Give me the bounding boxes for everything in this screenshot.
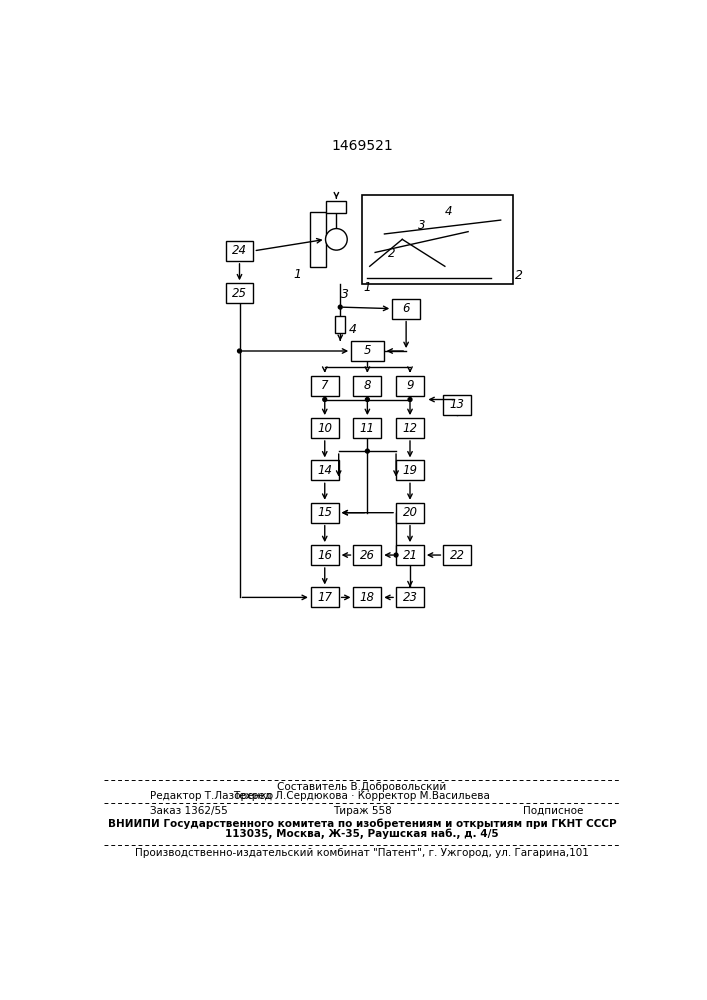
Text: Подписное: Подписное: [523, 806, 583, 816]
Text: Редактор Т.Лазоренко: Редактор Т.Лазоренко: [151, 791, 274, 801]
Text: 26: 26: [360, 549, 375, 562]
Text: 8: 8: [363, 379, 371, 392]
Text: Заказ 1362/55: Заказ 1362/55: [151, 806, 228, 816]
Text: 2: 2: [388, 247, 396, 260]
Bar: [335, 316, 345, 333]
Bar: [396, 545, 424, 565]
Bar: [351, 341, 384, 361]
Bar: [361, 195, 513, 284]
Text: 19: 19: [402, 464, 418, 477]
Circle shape: [366, 449, 369, 453]
Bar: [311, 503, 339, 523]
Bar: [354, 545, 381, 565]
Text: 12: 12: [402, 422, 418, 434]
Text: 21: 21: [402, 549, 418, 562]
Text: 1: 1: [363, 281, 371, 294]
Circle shape: [238, 349, 241, 353]
Text: Техред Л.Сердюкова · Корректор М.Васильева: Техред Л.Сердюкова · Корректор М.Василье…: [233, 791, 491, 801]
Bar: [311, 376, 339, 396]
Text: 1: 1: [293, 267, 302, 280]
Circle shape: [408, 398, 412, 401]
Text: 20: 20: [402, 506, 418, 519]
Bar: [311, 587, 339, 607]
Bar: [354, 418, 381, 438]
Text: 4: 4: [349, 323, 357, 336]
Circle shape: [339, 305, 342, 309]
Text: 4: 4: [445, 205, 452, 218]
Text: 9: 9: [407, 379, 414, 392]
Bar: [354, 587, 381, 607]
Text: 16: 16: [317, 549, 332, 562]
Circle shape: [394, 553, 398, 557]
Text: 17: 17: [317, 591, 332, 604]
Text: 22: 22: [450, 549, 464, 562]
Bar: [392, 299, 420, 319]
Text: 18: 18: [360, 591, 375, 604]
Bar: [396, 376, 424, 396]
Text: 5: 5: [363, 344, 371, 358]
Bar: [354, 376, 381, 396]
Text: Составитель В.Добровольский: Составитель В.Добровольский: [277, 782, 447, 792]
Bar: [311, 460, 339, 480]
Text: ВНИИПИ Государственного комитета по изобретениям и открытиям при ГКНТ СССР: ВНИИПИ Государственного комитета по изоб…: [107, 819, 617, 829]
Circle shape: [323, 398, 327, 401]
Bar: [396, 418, 424, 438]
Text: 113035, Москва, Ж-35, Раушская наб., д. 4/5: 113035, Москва, Ж-35, Раушская наб., д. …: [225, 829, 498, 839]
Bar: [311, 545, 339, 565]
Text: 24: 24: [232, 244, 247, 257]
Circle shape: [325, 229, 347, 250]
Bar: [396, 460, 424, 480]
Text: 3: 3: [341, 288, 349, 301]
Bar: [396, 503, 424, 523]
Text: 23: 23: [402, 591, 418, 604]
Circle shape: [366, 398, 369, 401]
Bar: [443, 545, 472, 565]
Text: 3: 3: [418, 219, 426, 232]
Text: 2: 2: [515, 269, 523, 282]
Text: 14: 14: [317, 464, 332, 477]
Text: 7: 7: [321, 379, 329, 392]
Bar: [226, 283, 253, 303]
Bar: [310, 212, 325, 267]
Text: 1469521: 1469521: [331, 139, 393, 153]
Text: 15: 15: [317, 506, 332, 519]
Bar: [226, 241, 253, 261]
Text: 13: 13: [450, 398, 464, 411]
Text: 10: 10: [317, 422, 332, 434]
Text: 6: 6: [402, 302, 410, 315]
Text: Производственно-издательский комбинат "Патент", г. Ужгород, ул. Гагарина,101: Производственно-издательский комбинат "П…: [135, 848, 589, 858]
Text: Тираж 558: Тираж 558: [332, 806, 392, 816]
Bar: [396, 587, 424, 607]
Bar: [443, 395, 472, 415]
Bar: [311, 418, 339, 438]
Text: 25: 25: [232, 287, 247, 300]
Bar: [327, 201, 346, 213]
Text: 11: 11: [360, 422, 375, 434]
